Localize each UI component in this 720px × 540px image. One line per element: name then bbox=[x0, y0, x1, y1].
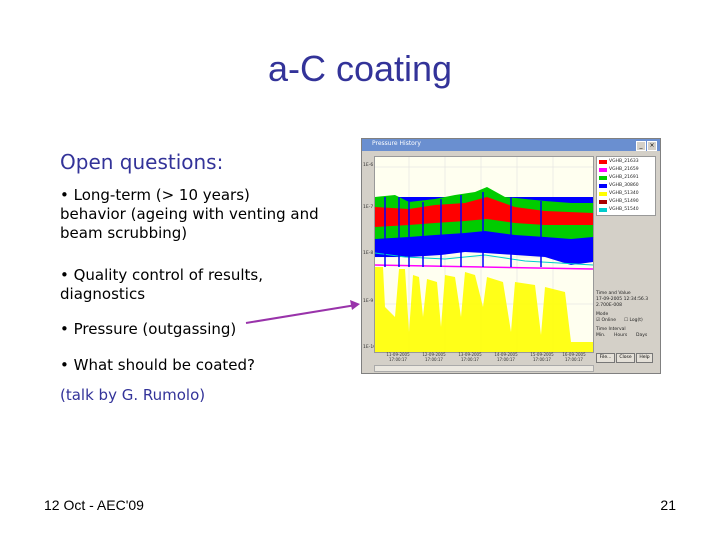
legend-item[interactable]: VGHB_21691 bbox=[599, 175, 653, 181]
legend-swatch bbox=[599, 176, 607, 180]
time-readout: 17-09-2005 12:34:56.3 bbox=[596, 297, 649, 302]
signal-legend: VGHB_21633 VGHB_21659 VGHB_21691 VGHB_30… bbox=[596, 156, 656, 216]
bullet-quality-control: • Quality control of results, diagnostic… bbox=[60, 266, 263, 303]
legend-label: VGHB_21691 bbox=[609, 175, 639, 180]
file-button[interactable]: File... bbox=[596, 353, 615, 363]
x-tick: 16-09-2005 17:00:17 bbox=[562, 352, 586, 362]
x-tick: 14-09-2005 17:00:17 bbox=[494, 352, 518, 362]
window-title: Pressure History bbox=[372, 140, 421, 147]
legend-swatch bbox=[599, 192, 607, 196]
online-checkbox[interactable]: ☑ Online bbox=[596, 318, 616, 323]
legend-item[interactable]: VGHB_51340 bbox=[599, 191, 653, 197]
log-label: Log(t) bbox=[629, 318, 643, 323]
time-scrollbar[interactable] bbox=[374, 365, 594, 372]
y-tick: 1E-8 bbox=[363, 251, 374, 256]
days-label: Days bbox=[636, 333, 648, 338]
bullet-pressure: • Pressure (outgassing) bbox=[60, 320, 237, 338]
min-label: Min. bbox=[596, 333, 606, 338]
bullet-long-term: • Long-term (> 10 years) behavior (agein… bbox=[60, 186, 319, 242]
slide-number: 21 bbox=[660, 497, 676, 513]
slide-title: a-C coating bbox=[267, 48, 453, 89]
minimize-icon: _ bbox=[636, 141, 646, 151]
window-titlebar: Pressure History _ × bbox=[362, 139, 660, 151]
time-interval-label: Time Interval bbox=[596, 327, 626, 332]
time-value-label: Time and Value bbox=[596, 291, 631, 296]
section-heading: Open questions: bbox=[60, 150, 224, 174]
legend-label: VGHB_21659 bbox=[609, 167, 639, 172]
legend-label: VGHB_51540 bbox=[609, 207, 639, 212]
hours-label: Hours bbox=[614, 333, 628, 338]
y-tick: 1E-10 bbox=[363, 345, 377, 350]
help-button[interactable]: Help bbox=[636, 353, 653, 363]
x-tick: 11-09-2005 17:00:17 bbox=[386, 352, 410, 362]
legend-swatch bbox=[599, 160, 607, 164]
legend-item[interactable]: VGHB_21633 bbox=[599, 159, 653, 165]
legend-label: VGHB_21633 bbox=[609, 159, 639, 164]
close-button[interactable]: Close bbox=[616, 353, 635, 363]
control-panel: Time and Value 17-09-2005 12:34:56.3 2.7… bbox=[596, 291, 654, 366]
legend-item[interactable]: VGHB_51540 bbox=[599, 207, 653, 213]
pressure-plot bbox=[374, 156, 594, 353]
legend-item[interactable]: VGHB_21659 bbox=[599, 167, 653, 173]
online-label: Online bbox=[601, 318, 616, 323]
legend-item[interactable]: VGHB_51490 bbox=[599, 199, 653, 205]
legend-swatch bbox=[599, 208, 607, 212]
legend-label: VGHB_30860 bbox=[609, 183, 639, 188]
x-tick: 15-09-2005 17:00:17 bbox=[530, 352, 554, 362]
log-checkbox[interactable]: ☐ Log(t) bbox=[624, 318, 643, 323]
legend-swatch bbox=[599, 200, 607, 204]
bullet-what-coated: • What should be coated? bbox=[60, 356, 255, 374]
close-icon: × bbox=[647, 141, 657, 151]
pressure-history-screenshot: Pressure History _ × 1E-6 1E-7 1E-8 1E-9… bbox=[361, 138, 661, 374]
pressure-traces bbox=[375, 157, 593, 352]
legend-swatch bbox=[599, 184, 607, 188]
legend-item[interactable]: VGHB_30860 bbox=[599, 183, 653, 189]
x-tick: 12-09-2005 17:00:17 bbox=[422, 352, 446, 362]
y-tick: 1E-6 bbox=[363, 163, 374, 168]
talk-reference: (talk by G. Rumolo) bbox=[60, 386, 206, 404]
legend-label: VGHB_51340 bbox=[609, 191, 639, 196]
y-tick: 1E-7 bbox=[363, 205, 374, 210]
x-tick: 13-09-2005 17:00:17 bbox=[458, 352, 482, 362]
mode-label: Mode bbox=[596, 312, 609, 317]
value-readout: 2.700E-008 bbox=[596, 303, 622, 308]
y-tick: 1E-9 bbox=[363, 299, 374, 304]
footer-date: 12 Oct - AEC'09 bbox=[44, 497, 144, 513]
legend-label: VGHB_51490 bbox=[609, 199, 639, 204]
legend-swatch bbox=[599, 168, 607, 172]
